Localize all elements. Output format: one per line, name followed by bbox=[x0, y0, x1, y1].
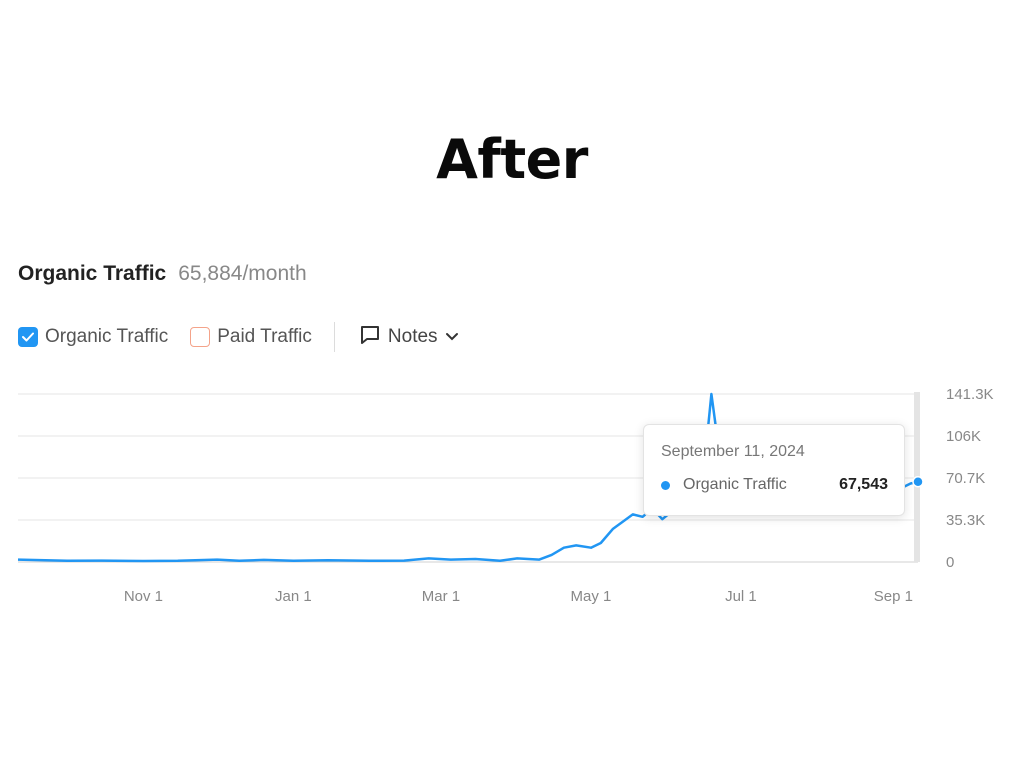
controls-divider bbox=[333, 322, 335, 352]
page-heading: After bbox=[436, 128, 588, 191]
chevron-down-icon bbox=[445, 328, 459, 346]
x-tick-label: Mar 1 bbox=[422, 588, 460, 605]
y-tick-label: 0 bbox=[946, 554, 954, 571]
paid-traffic-label: Paid Traffic bbox=[217, 326, 312, 347]
notes-label: Notes bbox=[387, 326, 438, 347]
tooltip-row: Organic Traffic 67,543 bbox=[661, 476, 888, 494]
widget-subtitle: 65,884/month bbox=[178, 262, 307, 285]
widget-header: Organic Traffic 65,884/month bbox=[18, 262, 307, 286]
tooltip-value: 67,543 bbox=[839, 476, 888, 493]
y-tick-label: 35.3K bbox=[946, 512, 985, 529]
chart-controls: Organic Traffic Paid Traffic Notes bbox=[18, 322, 459, 352]
tooltip-series-name: Organic Traffic bbox=[683, 476, 787, 493]
highlight-point bbox=[912, 475, 924, 488]
y-tick-label: 141.3K bbox=[946, 386, 994, 403]
y-tick-label: 70.7K bbox=[946, 470, 985, 487]
chart-tooltip: September 11, 2024 Organic Traffic 67,54… bbox=[643, 424, 905, 516]
checkbox-checked-icon[interactable] bbox=[18, 327, 38, 347]
x-tick-label: Jul 1 bbox=[725, 588, 757, 605]
x-tick-label: May 1 bbox=[571, 588, 612, 605]
widget-title: Organic Traffic bbox=[18, 262, 167, 285]
notes-dropdown[interactable]: Notes bbox=[359, 324, 459, 351]
organic-traffic-toggle[interactable]: Organic Traffic bbox=[18, 326, 168, 348]
tooltip-date: September 11, 2024 bbox=[661, 443, 805, 460]
paid-traffic-toggle[interactable]: Paid Traffic bbox=[190, 326, 312, 348]
comment-icon bbox=[359, 324, 381, 351]
x-tick-label: Nov 1 bbox=[124, 588, 163, 605]
organic-traffic-label: Organic Traffic bbox=[45, 326, 169, 347]
tooltip-series-dot bbox=[661, 480, 670, 490]
x-tick-label: Sep 1 bbox=[874, 588, 913, 605]
y-tick-label: 106K bbox=[946, 428, 981, 445]
x-tick-label: Jan 1 bbox=[275, 588, 312, 605]
checkbox-unchecked-icon[interactable] bbox=[190, 327, 211, 347]
